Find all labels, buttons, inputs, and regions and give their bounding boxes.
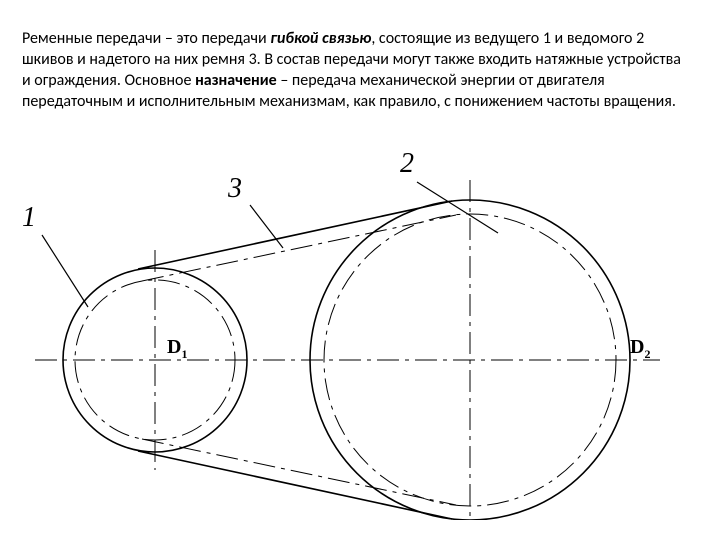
text-pre1: Ременные передачи – это передачи <box>22 29 270 48</box>
d2-sub: 2 <box>644 347 650 361</box>
d1-sub: 1 <box>181 347 187 361</box>
belt-top-outer <box>138 201 452 269</box>
description-paragraph: Ременные передачи – это передачи гибкой … <box>0 0 720 112</box>
d2-text: D <box>630 336 644 358</box>
d1-label: D1 <box>167 336 187 362</box>
belt-bottom-outer <box>138 451 452 519</box>
text-b1: назначение <box>195 71 277 90</box>
label-3: 3 <box>228 173 242 205</box>
belt-drive-diagram: 1 2 3 D1 D2 <box>0 140 720 520</box>
diagram-svg <box>0 140 720 520</box>
label-2: 2 <box>400 148 414 180</box>
d2-label: D2 <box>630 336 650 362</box>
callout-line-1 <box>42 235 88 307</box>
belt-top-inner <box>142 215 456 281</box>
label-1: 1 <box>22 202 36 234</box>
callout-line-2 <box>417 182 498 233</box>
belt-bottom-inner <box>142 439 456 505</box>
d1-text: D <box>167 336 181 358</box>
text-em1: гибкой связью <box>270 29 371 48</box>
